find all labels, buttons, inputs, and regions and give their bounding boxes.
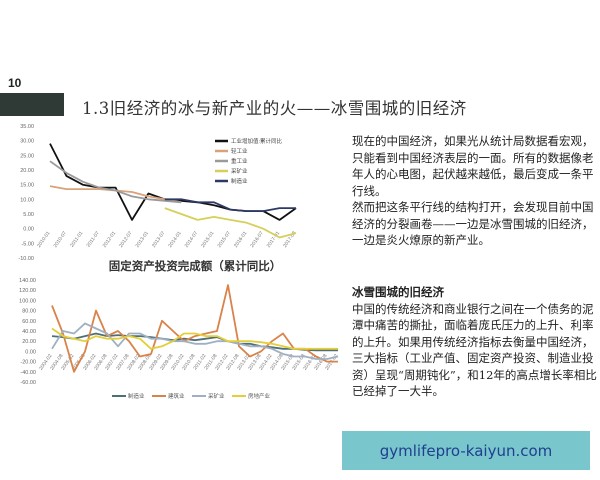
x-tick-label: 2012-01 (102, 230, 118, 249)
paragraph-2: 然而把这条平行线的结构打开，会发现目前中国经济的分裂画卷——一边是冰雪围城的旧经… (352, 200, 594, 247)
x-tick-label: 2015-01 (200, 230, 216, 249)
legend-label: 制造业 (231, 177, 248, 185)
paragraph-3: 中国的传统经济和商业银行之间在一个债务的泥潭中痛苦的撕扯，面临着庞氏压力的上升、… (352, 301, 597, 399)
y-tick-label: 20.00 (20, 168, 34, 174)
y-tick-label: 5.00 (23, 212, 34, 218)
x-tick-label: 2014-01 (167, 230, 183, 249)
x-tick-label: 2016-01 (233, 230, 249, 249)
x-tick-label: 2011-01 (69, 230, 84, 248)
y-tick-label: 35.00 (20, 124, 34, 130)
y-tick-label: 0.00 (23, 227, 34, 233)
series-line-建筑业 (51, 284, 338, 373)
section-heading: 冰雪围城的旧经济 (352, 285, 444, 299)
y-tick-label: 60.00 (22, 319, 36, 325)
x-tick-label: 2010-07 (53, 230, 69, 249)
investment-by-sector-chart: 140.00 120.00 100.00 80.00 60.00 40.00 20.00 0.… (19, 278, 340, 400)
industrial-growth-chart: 35.00 30.00 25.00 20.00 15.00 10.00 5.00 0.00 -5… (18, 124, 297, 262)
x-tick-label: 2013-07 (151, 230, 167, 249)
legend-label: 工业增加值:累计同比 (231, 137, 283, 145)
x-tick-label: 2016-07 (249, 230, 265, 249)
legend-label: 采矿业 (208, 392, 225, 400)
y-tick-label: 30.00 (20, 139, 34, 145)
legend-label: 重工业 (231, 157, 248, 165)
x-tick-label: 2012-07 (118, 230, 134, 249)
legend-label: 房地产业 (248, 392, 271, 400)
y-tick-label: 0.00 (25, 349, 36, 355)
y-tick-label: 15.00 (20, 183, 34, 189)
y-tick-label: -40.00 (20, 370, 36, 376)
y-tick-label: -60.00 (20, 380, 36, 386)
y-tick-label: 100.00 (19, 298, 36, 304)
legend-label: 建筑业 (168, 392, 185, 400)
y-tick-label: 25.00 (20, 153, 34, 159)
y-tick-label: 40.00 (22, 329, 36, 335)
y-tick-label: 140.00 (19, 278, 36, 284)
x-tick-label: 2010-01 (36, 230, 52, 249)
intro-text: 现在的中国经济，如果光从统计局数据看宏观，只能看到中国经济表层的一面。所有的数据… (352, 133, 600, 249)
y-tick-label: 10.00 (20, 197, 34, 203)
series-line-房地产业 (51, 327, 338, 350)
watermark-text[interactable]: gymlifepro-kaiyun.com (379, 441, 553, 460)
x-tick-label: 2017-01 (266, 230, 282, 249)
y-tick-label: -5.00 (21, 241, 34, 247)
x-tick-label: 2014-07 (184, 230, 200, 249)
legend-label: 轻工业 (231, 147, 248, 155)
series-line-制造业 (164, 198, 296, 212)
series-line-采矿业 (164, 207, 297, 239)
watermark-banner[interactable]: gymlifepro-kaiyun.com (342, 431, 590, 470)
y-tick-label: 20.00 (22, 339, 36, 345)
page-number: 10 (8, 76, 22, 90)
y-tick-label: -10.00 (18, 256, 34, 262)
x-tick-label: 2011-07 (86, 230, 101, 248)
series-line-重工业 (49, 160, 182, 204)
header-bar (0, 93, 64, 116)
y-tick-label: 80.00 (22, 309, 36, 315)
slide-title: 1.3旧经济的冰与新产业的火——冰雪围城的旧经济 (82, 99, 467, 118)
legend-label: 制造业 (128, 392, 145, 400)
paragraph-1: 现在的中国经济，如果光从统计局数据看宏观，只能看到中国经济表层的一面。所有的数据… (352, 134, 594, 198)
legend-label: 采矿业 (231, 167, 248, 175)
series-line-工业增加值:累计同比 (49, 143, 297, 221)
chart1-caption: 固定资产投资完成额（累计同比） (108, 259, 282, 273)
x-tick-label: 2013-01 (135, 230, 151, 249)
y-tick-label: 120.00 (19, 288, 36, 294)
series-line-采矿业 (51, 322, 339, 360)
x-tick-label: 2015-07 (217, 230, 233, 249)
y-tick-label: -20.00 (20, 360, 36, 366)
old-economy-section: 冰雪围城的旧经济 中国的传统经济和商业银行之间在一个债务的泥潭中痛苦的撕扯，面临… (352, 284, 600, 400)
